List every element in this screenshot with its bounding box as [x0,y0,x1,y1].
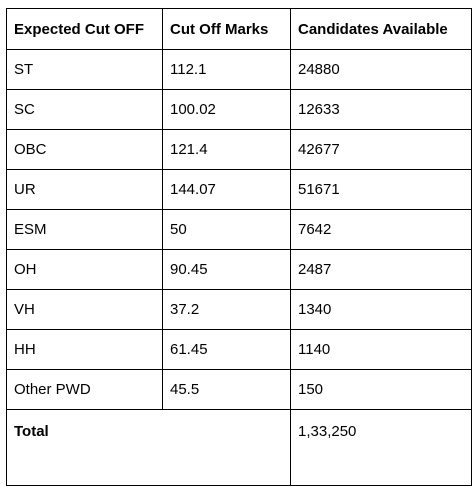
cut-off-marks-cell: 121.4 [162,129,291,170]
table-row: Other PWD 45.5 150 [6,369,472,410]
category-cell: OBC [6,129,163,170]
header-row: Expected Cut OFF Cut Off Marks Candidate… [6,8,472,50]
category-cell: VH [6,289,163,330]
table-row: ST 112.1 24880 [6,49,472,90]
table-row: VH 37.2 1340 [6,289,472,330]
table-row: UR 144.07 51671 [6,169,472,210]
candidates-cell: 150 [290,369,472,410]
candidates-cell: 1140 [290,329,472,370]
cut-off-marks-cell: 50 [162,209,291,250]
category-cell: HH [6,329,163,370]
table-row: HH 61.45 1140 [6,329,472,370]
candidates-cell: 2487 [290,249,472,290]
candidates-cell: 24880 [290,49,472,90]
table-row: SC 100.02 12633 [6,89,472,130]
candidates-cell: 1340 [290,289,472,330]
table-row: OBC 121.4 42677 [6,129,472,170]
category-cell: ESM [6,209,163,250]
cut-off-marks-cell: 100.02 [162,89,291,130]
candidates-cell: 12633 [290,89,472,130]
category-cell: ST [6,49,163,90]
category-cell: Other PWD [6,369,163,410]
header-expected-cut-off: Expected Cut OFF [6,8,163,50]
candidates-cell: 7642 [290,209,472,250]
category-cell: OH [6,249,163,290]
cut-off-marks-cell: 37.2 [162,289,291,330]
cutoff-table: Expected Cut OFF Cut Off Marks Candidate… [6,8,472,486]
cut-off-marks-cell: 112.1 [162,49,291,90]
table-row: ESM 50 7642 [6,209,472,250]
candidates-cell: 51671 [290,169,472,210]
total-row: Total 1,33,250 [6,409,472,486]
candidates-cell: 42677 [290,129,472,170]
cut-off-marks-cell: 61.45 [162,329,291,370]
category-cell: UR [6,169,163,210]
header-candidates-available: Candidates Available [290,8,472,50]
cut-off-marks-cell: 90.45 [162,249,291,290]
cut-off-marks-cell: 45.5 [162,369,291,410]
total-value: 1,33,250 [290,409,472,486]
total-label: Total [6,409,291,486]
category-cell: SC [6,89,163,130]
table-row: OH 90.45 2487 [6,249,472,290]
cut-off-marks-cell: 144.07 [162,169,291,210]
header-cut-off-marks: Cut Off Marks [162,8,291,50]
